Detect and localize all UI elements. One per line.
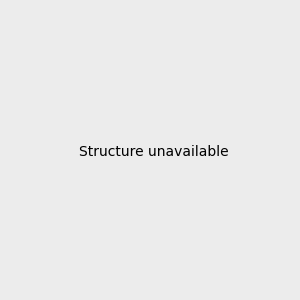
Text: Structure unavailable: Structure unavailable [79, 145, 229, 158]
